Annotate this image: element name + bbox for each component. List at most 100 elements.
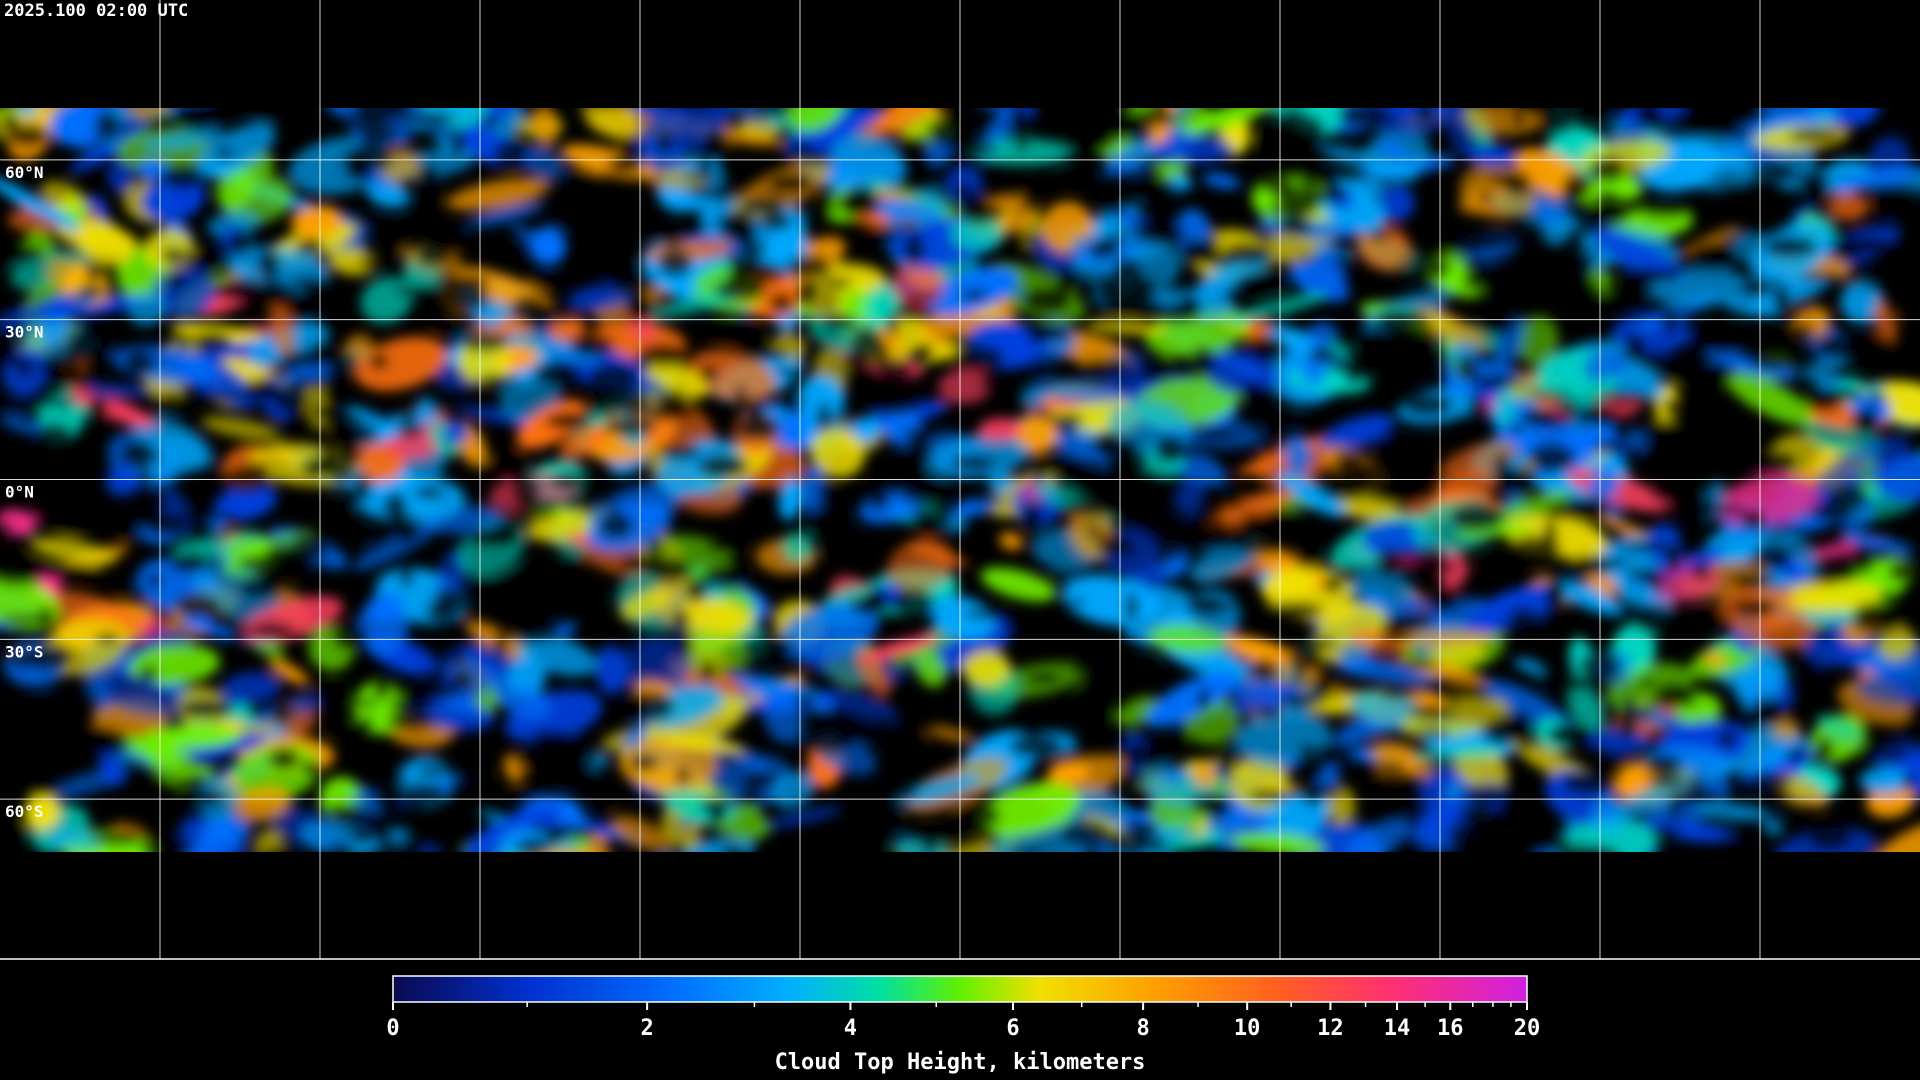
clear-sky	[728, 258, 771, 273]
latitude-label: 0°N	[5, 483, 34, 502]
clear-sky	[1415, 108, 1436, 124]
clear-sky	[265, 433, 285, 443]
clear-sky	[301, 760, 322, 777]
clear-sky	[396, 421, 425, 438]
latitude-label: 30°S	[5, 642, 44, 661]
clear-sky	[1850, 407, 1880, 436]
cloud	[36, 589, 142, 630]
clear-sky	[243, 377, 281, 402]
clear-sky	[1590, 108, 1612, 124]
clear-sky	[1800, 654, 1821, 683]
clear-sky	[738, 770, 779, 790]
clear-sky	[685, 577, 708, 603]
clear-sky	[549, 471, 595, 491]
clear-sky	[1667, 367, 1723, 385]
clear-sky	[171, 108, 224, 132]
clear-sky	[1254, 127, 1290, 154]
clear-sky	[1416, 728, 1451, 739]
clear-sky	[875, 129, 908, 143]
cloud	[1144, 671, 1238, 728]
clear-sky	[575, 493, 598, 514]
clear-sky	[382, 224, 407, 256]
clear-sky	[1115, 436, 1140, 462]
clear-sky	[1065, 598, 1087, 607]
clear-sky	[721, 843, 747, 852]
clear-sky	[765, 172, 814, 195]
cloud	[1375, 139, 1409, 158]
clear-sky	[392, 514, 421, 546]
colorbar-tick-label: 16	[1437, 1016, 1464, 1041]
clear-sky	[1573, 410, 1629, 426]
cloud	[1762, 818, 1784, 836]
clear-sky	[0, 840, 8, 852]
clear-sky	[537, 184, 556, 200]
clear-sky	[533, 593, 556, 616]
colorbar-tick-label: 2	[640, 1016, 653, 1041]
cloud	[1228, 292, 1330, 322]
cloud	[1553, 819, 1658, 852]
cloud	[1265, 567, 1317, 600]
clear-sky	[395, 782, 448, 808]
cloud	[1434, 470, 1499, 502]
clear-sky	[1079, 357, 1132, 379]
clear-sky	[1851, 610, 1904, 634]
cloud	[1867, 655, 1920, 707]
clear-sky	[1300, 116, 1326, 148]
clear-sky	[1830, 238, 1864, 262]
clear-sky	[1099, 194, 1126, 216]
cloud	[778, 602, 879, 663]
clear-sky	[1887, 560, 1920, 583]
clear-sky	[1086, 525, 1102, 538]
cloud	[1612, 779, 1693, 820]
clear-sky	[739, 634, 795, 664]
clear-sky	[1222, 241, 1275, 265]
cloud	[930, 596, 995, 640]
clear-sky	[1174, 723, 1190, 746]
cloud	[1150, 135, 1235, 165]
clear-sky	[1631, 603, 1679, 634]
clear-sky	[1440, 686, 1487, 696]
clear-sky	[353, 472, 372, 502]
cloud	[999, 532, 1024, 551]
clear-sky	[1741, 772, 1792, 794]
clear-sky	[667, 840, 689, 852]
cloud	[141, 128, 224, 152]
cloud	[887, 538, 954, 592]
clear-sky	[390, 695, 434, 716]
clear-sky	[208, 609, 239, 632]
clear-sky	[1460, 786, 1514, 803]
cloud	[832, 133, 907, 192]
clear-sky	[1547, 108, 1590, 118]
clear-sky	[1299, 636, 1338, 650]
clear-sky	[1255, 707, 1284, 721]
cloud	[1086, 319, 1168, 335]
clear-sky	[37, 396, 78, 408]
clear-sky	[908, 292, 941, 301]
clear-sky	[1365, 760, 1408, 770]
clear-sky	[1675, 789, 1725, 806]
clear-sky	[607, 108, 627, 110]
cloud	[810, 429, 865, 479]
clear-sky	[1185, 594, 1227, 617]
clear-sky	[1563, 769, 1619, 796]
clear-sky	[1730, 571, 1772, 590]
cloud	[1428, 641, 1487, 667]
cloud	[1203, 489, 1294, 530]
clear-sky	[1297, 741, 1312, 769]
clear-sky	[1053, 170, 1099, 187]
clear-sky	[1763, 236, 1818, 258]
clear-sky	[1086, 849, 1105, 852]
clear-sky	[0, 554, 41, 586]
clear-sky	[820, 278, 853, 289]
clear-sky	[589, 388, 624, 418]
cloud	[107, 159, 135, 194]
clear-sky	[628, 754, 659, 771]
clear-sky	[532, 360, 582, 388]
cloud	[618, 737, 719, 792]
clear-sky	[686, 184, 739, 199]
cloud	[290, 205, 343, 238]
clear-sky	[716, 210, 757, 242]
clear-sky	[557, 557, 587, 569]
clear-sky	[866, 226, 898, 245]
clear-sky	[1634, 108, 1663, 129]
